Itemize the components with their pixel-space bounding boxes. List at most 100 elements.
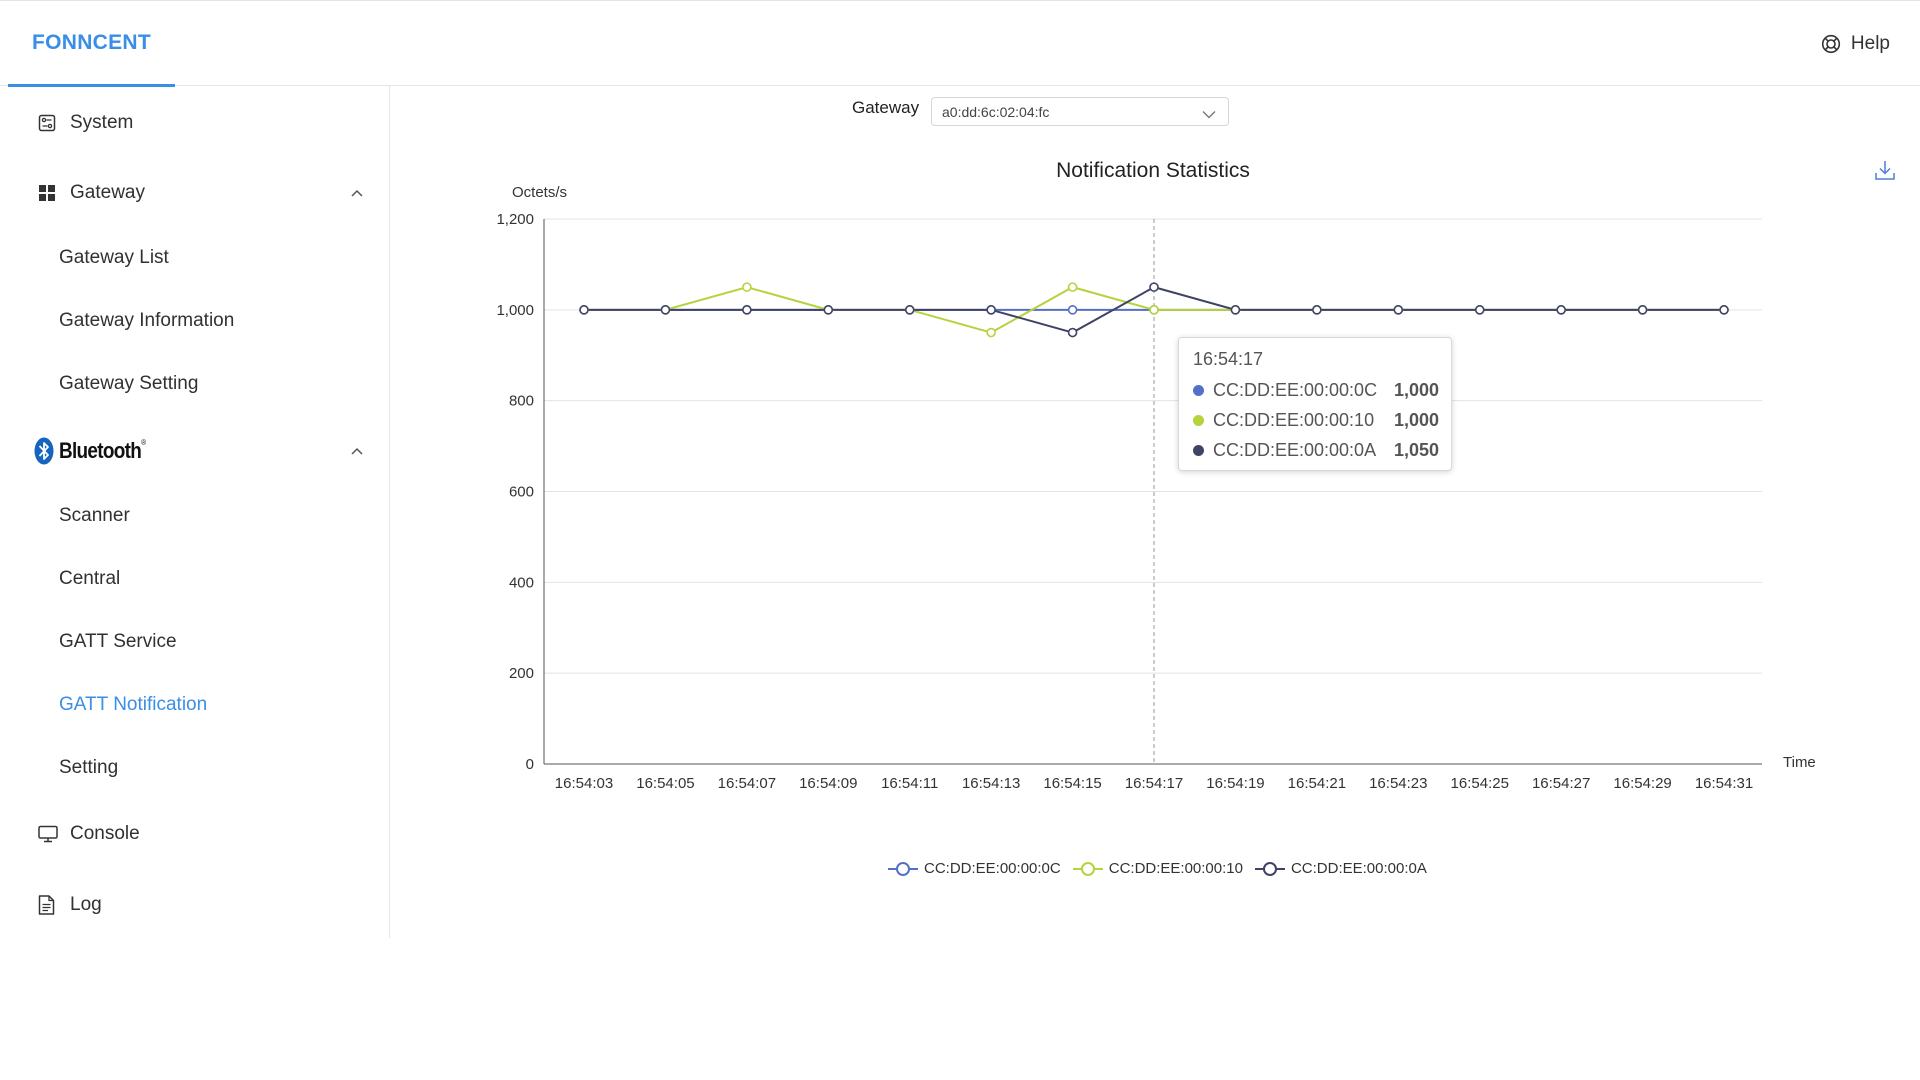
y-tick-label: 1,200 <box>496 211 534 228</box>
data-point[interactable] <box>1230 305 1241 315</box>
system-icon <box>38 114 56 132</box>
data-point[interactable] <box>1719 305 1729 315</box>
sidebar-item-gateway-setting[interactable]: Gateway Setting <box>0 360 389 408</box>
tooltip-series-value: 1,000 <box>1393 410 1439 430</box>
tooltip-row: CC:DD:EE:00:00:10 1,000 <box>1193 410 1439 431</box>
data-point[interactable] <box>904 305 915 315</box>
data-point[interactable] <box>823 305 834 315</box>
series-dot <box>1193 415 1204 426</box>
data-point[interactable] <box>742 305 752 315</box>
data-point[interactable] <box>1067 282 1078 292</box>
sidebar-item-system[interactable]: System <box>0 98 389 148</box>
bluetooth-wordmark: Bluetooth® <box>59 438 146 463</box>
data-point[interactable] <box>742 305 752 315</box>
download-button[interactable] <box>1874 159 1896 186</box>
sidebar-item-gateway-information[interactable]: Gateway Information <box>0 297 389 345</box>
y-tick-label: 800 <box>509 393 534 410</box>
data-point[interactable] <box>742 282 752 292</box>
x-tick-label: 16:54:19 <box>1206 775 1264 792</box>
top-bar: FONNCENT Help <box>0 0 1920 87</box>
sidebar-item-gatt-notification[interactable]: GATT Notification <box>0 681 389 729</box>
sidebar-label-gateway-list: Gateway List <box>59 247 169 268</box>
sidebar-item-console[interactable]: Console <box>0 809 389 859</box>
data-point[interactable] <box>1474 305 1485 315</box>
help-button[interactable]: Help <box>1821 1 1890 87</box>
data-point[interactable] <box>1556 305 1566 315</box>
help-label: Help <box>1850 33 1890 54</box>
sidebar-item-gateway-list[interactable]: Gateway List <box>0 234 389 282</box>
monitor-icon <box>38 825 58 843</box>
data-point[interactable] <box>1393 305 1404 315</box>
data-point[interactable] <box>1149 305 1159 315</box>
legend-item-0c[interactable]: CC:DD:EE:00:00:0C <box>888 860 1061 877</box>
data-point[interactable] <box>1393 305 1404 315</box>
x-tick-label: 16:54:15 <box>1043 775 1101 792</box>
data-point[interactable] <box>660 305 671 315</box>
data-point[interactable] <box>986 305 996 315</box>
data-point[interactable] <box>579 305 589 315</box>
x-tick-label: 16:54:21 <box>1288 775 1346 792</box>
data-point[interactable] <box>660 305 671 315</box>
chevron-up-icon[interactable] <box>351 189 363 197</box>
x-tick-label: 16:54:13 <box>962 775 1020 792</box>
data-point[interactable] <box>1149 282 1159 292</box>
data-point[interactable] <box>986 327 996 338</box>
y-tick-label: 1,000 <box>496 302 534 319</box>
data-point[interactable] <box>1637 305 1648 315</box>
data-point[interactable] <box>1474 305 1485 315</box>
data-point[interactable] <box>904 305 915 315</box>
data-point[interactable] <box>1312 305 1322 315</box>
data-point[interactable] <box>986 305 996 315</box>
data-point[interactable] <box>1556 305 1566 315</box>
sidebar-item-log[interactable]: Log <box>0 880 389 930</box>
brand-tab[interactable]: FONNCENT <box>8 1 175 87</box>
series-line <box>584 286 1725 334</box>
data-point[interactable] <box>823 305 834 315</box>
sidebar-label-scanner: Scanner <box>59 505 130 526</box>
sidebar-item-gateway[interactable]: Gateway <box>0 168 389 218</box>
sidebar-label-gateway-setting: Gateway Setting <box>59 373 199 394</box>
sidebar-label-bluetooth: Bluetooth <box>59 438 142 463</box>
data-point[interactable] <box>660 305 671 315</box>
legend-item-10[interactable]: CC:DD:EE:00:00:10 <box>1072 860 1243 877</box>
gateway-select[interactable]: a0:dd:6c:02:04:fc <box>931 97 1229 126</box>
data-point[interactable] <box>579 305 589 315</box>
legend-item-0a[interactable]: CC:DD:EE:00:00:0A <box>1254 860 1427 877</box>
data-point[interactable] <box>1230 305 1241 315</box>
data-point[interactable] <box>1312 305 1322 315</box>
x-tick-label: 16:54:23 <box>1369 775 1427 792</box>
sidebar-item-gatt-service[interactable]: GATT Service <box>0 618 389 666</box>
sidebar-item-central[interactable]: Central <box>0 555 389 603</box>
sidebar-item-bluetooth[interactable]: Bluetooth® <box>0 426 389 476</box>
data-point[interactable] <box>1067 305 1078 315</box>
data-point[interactable] <box>1719 305 1729 315</box>
data-point[interactable] <box>1149 305 1159 315</box>
x-tick-label: 16:54:27 <box>1532 775 1590 792</box>
data-point[interactable] <box>1393 305 1404 315</box>
data-point[interactable] <box>1230 305 1241 315</box>
sidebar-item-scanner[interactable]: Scanner <box>0 492 389 540</box>
chevron-down-icon <box>1202 106 1216 122</box>
data-point[interactable] <box>1637 305 1648 315</box>
legend-marker-icon <box>1072 861 1103 876</box>
tooltip-series-value: 1,050 <box>1393 440 1439 460</box>
gateway-filter-label: Gateway <box>852 98 920 117</box>
sidebar-label-gatt-notification: GATT Notification <box>59 694 208 715</box>
data-point[interactable] <box>1067 327 1078 338</box>
data-point[interactable] <box>1637 305 1648 315</box>
x-tick-label: 16:54:17 <box>1125 775 1183 792</box>
data-point[interactable] <box>1556 305 1566 315</box>
data-point[interactable] <box>904 305 915 315</box>
data-point[interactable] <box>579 305 589 315</box>
y-tick-label: 400 <box>509 574 534 591</box>
legend-label: CC:DD:EE:00:00:0C <box>924 860 1061 877</box>
tooltip-series-name: CC:DD:EE:00:00:0C <box>1213 380 1378 400</box>
data-point[interactable] <box>823 305 834 315</box>
data-point[interactable] <box>1719 305 1729 315</box>
sidebar-item-bt-setting[interactable]: Setting <box>0 744 389 792</box>
data-point[interactable] <box>1474 305 1485 315</box>
sidebar-label-log: Log <box>70 894 102 915</box>
data-point[interactable] <box>1312 305 1322 315</box>
x-axis-label: Time <box>1783 754 1816 771</box>
chevron-up-icon[interactable] <box>351 447 363 455</box>
